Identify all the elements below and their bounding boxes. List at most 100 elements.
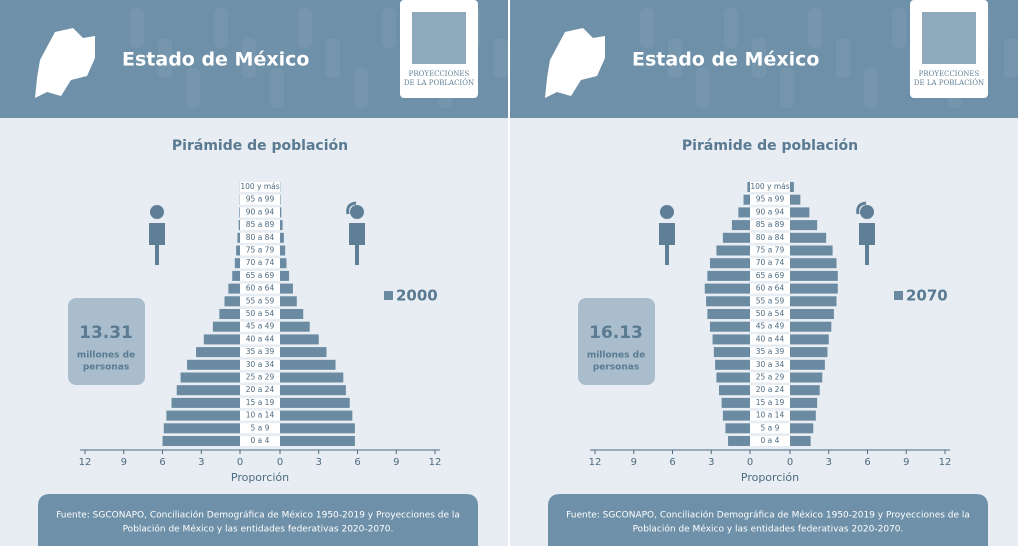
bar-female bbox=[790, 321, 832, 332]
source-box bbox=[548, 494, 988, 546]
x-tick-label: 9 bbox=[903, 457, 909, 468]
bar-female bbox=[280, 385, 346, 396]
age-label: 100 y más bbox=[240, 182, 279, 191]
bar-female bbox=[280, 296, 297, 307]
header-pattern bbox=[158, 38, 172, 78]
person-icon-head bbox=[660, 205, 674, 219]
bar-female bbox=[790, 182, 794, 192]
bar-male bbox=[725, 423, 750, 434]
age-label: 20 a 24 bbox=[756, 385, 785, 394]
age-label: 60 a 64 bbox=[246, 284, 275, 293]
age-label: 90 a 94 bbox=[756, 207, 785, 216]
header-pattern bbox=[696, 68, 710, 108]
header-pattern bbox=[808, 8, 822, 48]
logo-image bbox=[412, 12, 466, 64]
age-label: 10 a 14 bbox=[246, 411, 275, 420]
bar-male bbox=[224, 296, 240, 307]
source-text: Fuente: SGCONAPO, Conciliación Demográfi… bbox=[56, 510, 460, 521]
x-tick-label: 6 bbox=[864, 457, 870, 468]
person-icon-leg bbox=[665, 245, 669, 265]
x-tick-label: 9 bbox=[393, 457, 399, 468]
x-tick-label: 12 bbox=[939, 457, 952, 468]
header-pattern bbox=[892, 8, 906, 48]
age-label: 85 a 89 bbox=[246, 220, 275, 229]
age-label: 45 a 49 bbox=[246, 322, 275, 331]
age-label-bg bbox=[240, 220, 280, 231]
bar-female bbox=[790, 296, 837, 307]
bar-female bbox=[280, 258, 287, 269]
header-pattern bbox=[186, 68, 200, 108]
age-label: 15 a 19 bbox=[756, 398, 785, 407]
age-label-bg bbox=[750, 182, 790, 192]
age-label-bg bbox=[240, 245, 280, 256]
bar-female bbox=[790, 436, 811, 446]
age-label-bg bbox=[750, 245, 790, 256]
x-tick-label: 9 bbox=[631, 457, 637, 468]
age-label-bg bbox=[750, 220, 790, 231]
person-icon-head bbox=[150, 205, 164, 219]
header-pattern bbox=[130, 8, 144, 48]
bar-female bbox=[790, 309, 834, 319]
bar-male bbox=[715, 359, 750, 370]
age-label-bg bbox=[750, 334, 790, 345]
state-map bbox=[545, 28, 605, 98]
bar-male bbox=[232, 270, 240, 281]
header-pattern bbox=[214, 8, 228, 48]
bar-male bbox=[707, 309, 750, 319]
bar-male bbox=[176, 385, 240, 396]
age-label: 85 a 89 bbox=[756, 220, 785, 229]
x-tick-label: 12 bbox=[79, 457, 92, 468]
bar-female bbox=[280, 359, 336, 370]
age-label: 70 a 74 bbox=[246, 258, 275, 267]
bar-male bbox=[237, 232, 240, 243]
bar-female bbox=[790, 334, 829, 345]
age-label-bg bbox=[240, 321, 280, 332]
header-pattern bbox=[270, 68, 284, 108]
age-label: 30 a 34 bbox=[756, 360, 785, 369]
person-icon-leg bbox=[355, 245, 359, 265]
stat-value: 13.31 bbox=[79, 323, 133, 343]
age-label: 30 a 34 bbox=[246, 360, 275, 369]
stat-box bbox=[68, 298, 145, 385]
age-label: 70 a 74 bbox=[756, 258, 785, 267]
logo-text: PROYECCIONES bbox=[409, 70, 470, 78]
bar-female bbox=[280, 283, 293, 294]
bar-female bbox=[790, 283, 838, 294]
logo-text: DE LA POBLACIÓN bbox=[404, 78, 474, 87]
age-label-bg bbox=[750, 410, 790, 421]
stat-value: 16.13 bbox=[589, 323, 643, 343]
bar-male bbox=[187, 359, 240, 370]
bar-male bbox=[747, 182, 750, 192]
x-axis-label: Proporción bbox=[231, 471, 289, 484]
x-tick-label: 6 bbox=[669, 457, 675, 468]
bar-male bbox=[722, 410, 750, 421]
age-label: 55 a 59 bbox=[756, 296, 785, 305]
header-pattern bbox=[864, 68, 878, 108]
stat-label: personas bbox=[593, 363, 639, 373]
bar-female bbox=[280, 220, 283, 231]
legend-label: 2000 bbox=[396, 287, 438, 305]
bar-male bbox=[707, 270, 750, 281]
age-label: 25 a 29 bbox=[246, 373, 275, 382]
bar-male bbox=[203, 334, 240, 345]
person-icon-head bbox=[860, 205, 874, 219]
age-label-bg bbox=[750, 270, 790, 281]
person-icon-head bbox=[350, 205, 364, 219]
age-label-bg bbox=[240, 270, 280, 281]
age-label: 90 a 94 bbox=[246, 207, 275, 216]
bar-male bbox=[731, 220, 750, 231]
bar-male bbox=[704, 283, 750, 294]
header-pattern bbox=[640, 8, 654, 48]
x-tick-label: 3 bbox=[198, 457, 204, 468]
logo-image bbox=[922, 12, 976, 64]
bar-male bbox=[721, 397, 750, 408]
bar-male bbox=[722, 232, 750, 243]
age-label-bg bbox=[750, 347, 790, 358]
source-text: Fuente: SGCONAPO, Conciliación Demográfi… bbox=[566, 510, 970, 521]
x-tick-label: 0 bbox=[747, 457, 753, 468]
person-icon-body bbox=[149, 223, 165, 245]
bar-male bbox=[228, 283, 240, 294]
bar-female bbox=[790, 207, 810, 218]
logo-text: DE LA POBLACIÓN bbox=[914, 78, 984, 87]
bar-female bbox=[280, 321, 310, 332]
